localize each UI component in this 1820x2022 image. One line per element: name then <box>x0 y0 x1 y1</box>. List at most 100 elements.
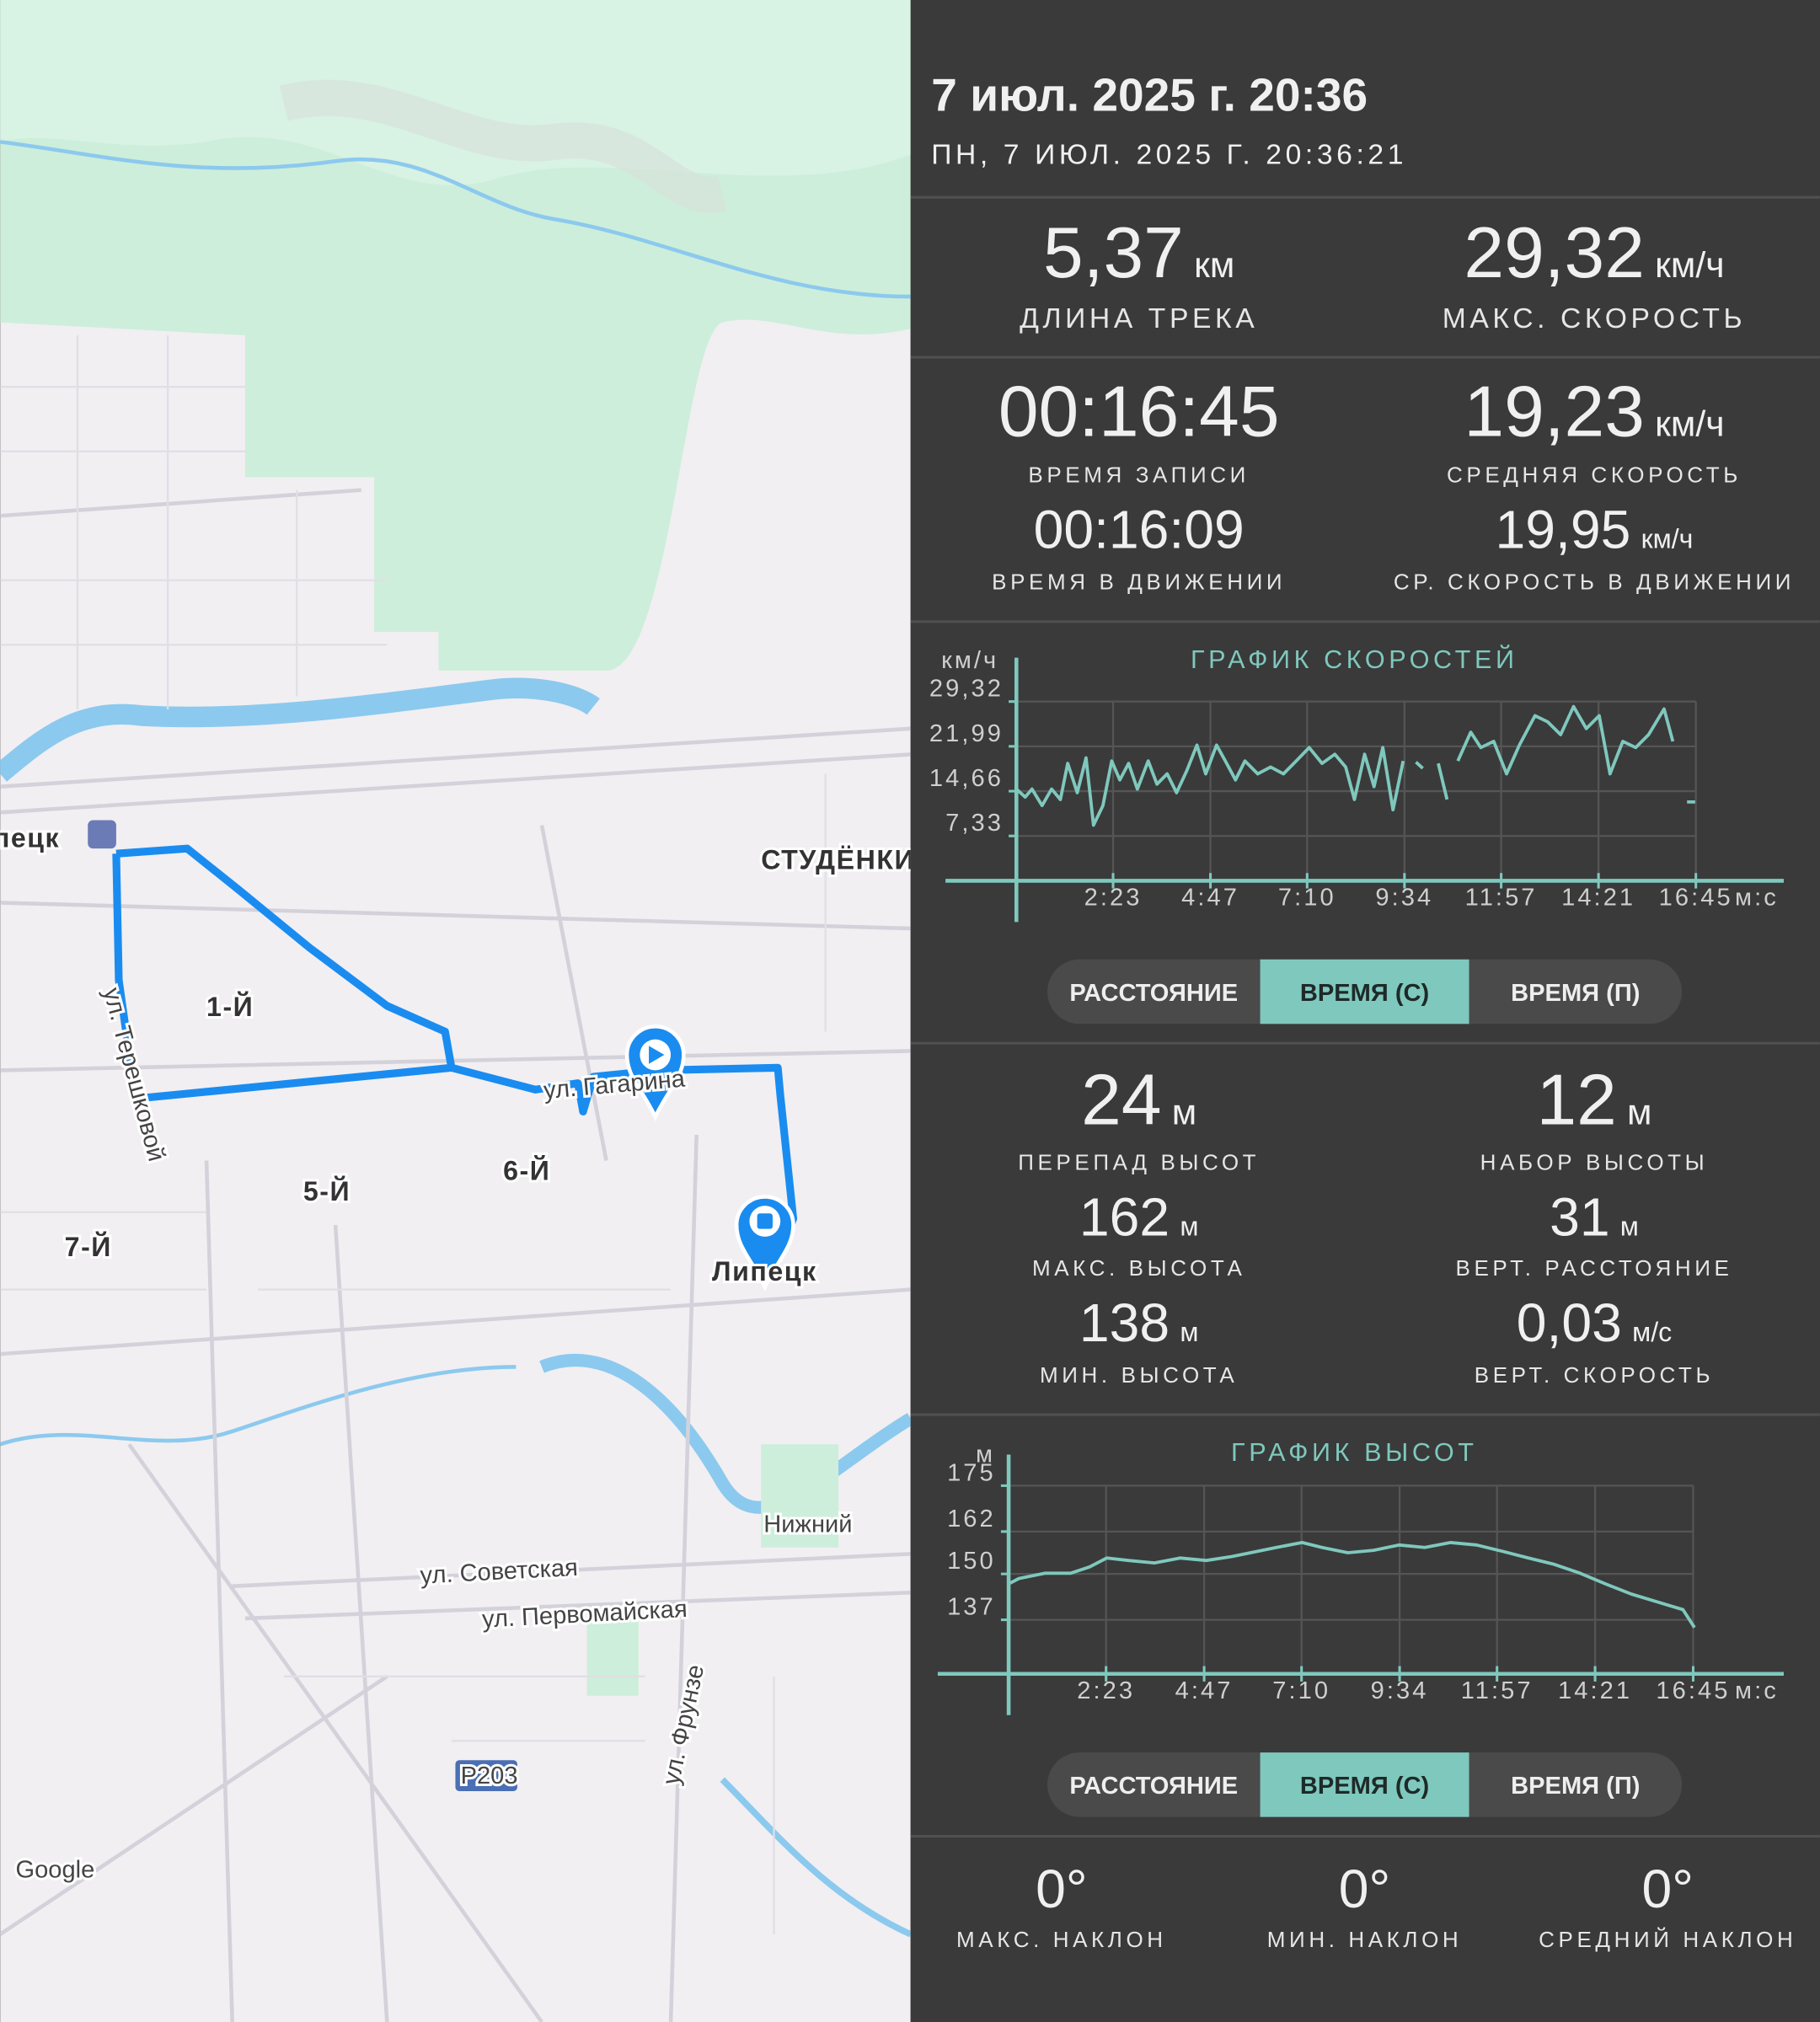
y-tick-label: 29,32 <box>929 676 1004 703</box>
stat-label: ВРЕМЯ ЗАПИСИ <box>1028 462 1250 487</box>
park <box>761 1444 839 1548</box>
station-icon <box>88 820 116 849</box>
stat-value: 0,03 м/с <box>1517 1292 1672 1353</box>
toggle-selected[interactable] <box>1260 1752 1469 1817</box>
y-tick-label: 150 <box>947 1548 996 1575</box>
stat-value: 19,95 км/ч <box>1496 500 1694 560</box>
river <box>720 1777 911 1938</box>
relief <box>279 79 727 213</box>
stat-value: 138 м <box>1079 1292 1199 1353</box>
y-tick-label: 137 <box>947 1594 996 1621</box>
subtitle: ПН, 7 ИЮЛ. 2025 Г. 20:36:21 <box>931 139 1407 170</box>
toggle-option[interactable]: ВРЕМЯ (П) <box>1511 1773 1640 1800</box>
x-tick-label: 7:10 <box>1278 884 1336 911</box>
park <box>586 1618 639 1696</box>
stat-label: НАБОР ВЫСОТЫ <box>1480 1149 1709 1174</box>
x-tick-label: 14:21 <box>1561 884 1635 911</box>
slope-label: МАКС. НАКЛОН <box>956 1927 1167 1952</box>
stat-label: МАКС. ВЫСОТА <box>1032 1255 1245 1281</box>
value: 162 <box>1079 1186 1170 1247</box>
stat-value: 12 м <box>1536 1060 1651 1141</box>
x-tick-label: 11:57 <box>1461 1677 1534 1704</box>
map-label: Нижний <box>763 1511 852 1538</box>
stat-value: 29,32 км/ч <box>1464 212 1724 293</box>
segmented-control: РАССТОЯНИЕ ВРЕМЯ (С) ВРЕМЯ (П) <box>1047 959 1683 1024</box>
stat-value: 24 м <box>1081 1060 1196 1141</box>
toggle-option[interactable]: ВРЕМЯ (С) <box>1300 1773 1429 1800</box>
unit: м <box>1180 1317 1198 1347</box>
minor-streets <box>0 334 827 1934</box>
slope-value: 0° <box>1642 1859 1694 1919</box>
value: 00:16:45 <box>998 371 1280 452</box>
map-label: 1-Й <box>206 992 254 1022</box>
stat-label: ВРЕМЯ В ДВИЖЕНИИ <box>992 569 1286 594</box>
stat-value: 00:16:09 <box>1034 500 1245 560</box>
map-label: 6-Й <box>503 1156 550 1186</box>
y-tick-label: 21,99 <box>929 720 1004 747</box>
y-tick-label: 162 <box>947 1506 996 1533</box>
x-tick-label: 4:47 <box>1181 884 1239 911</box>
road-shield <box>455 1760 517 1792</box>
value: 31 <box>1550 1186 1609 1247</box>
start-marker[interactable] <box>624 1024 686 1121</box>
toggle-option[interactable]: ВРЕМЯ (С) <box>1300 980 1429 1007</box>
data-line <box>1008 1541 1696 1629</box>
stat-value: 00:16:45 <box>998 371 1280 452</box>
map[interactable]: ЛипецкСТУДЁНКИ1-Й5-Й6-Й7-Йул. Терешковой… <box>0 0 915 2022</box>
unit: м/с <box>1632 1317 1672 1347</box>
x-tick-label: 9:34 <box>1371 1677 1429 1704</box>
unit: м <box>1172 1093 1196 1133</box>
x-tick-label: 9:34 <box>1375 884 1433 911</box>
toggle-option[interactable]: РАССТОЯНИЕ <box>1069 1773 1238 1800</box>
stat-value: 19,23 км/ч <box>1464 371 1724 452</box>
stat-value: 31 м <box>1550 1186 1639 1247</box>
value: 19,95 <box>1496 500 1631 560</box>
stat-label: СР. СКОРОСТЬ В ДВИЖЕНИИ <box>1394 569 1795 594</box>
slope-label: МИН. НАКЛОН <box>1267 1927 1463 1952</box>
segmented-control: РАССТОЯНИЕ ВРЕМЯ (С) ВРЕМЯ (П) <box>1047 1752 1683 1817</box>
unit: км/ч <box>1655 404 1724 444</box>
value: 24 <box>1081 1060 1161 1141</box>
stat-label: ПЕРЕПАД ВЫСОТ <box>1018 1149 1260 1174</box>
value: 00:16:09 <box>1034 500 1245 560</box>
map-label: Google <box>16 1857 95 1884</box>
river <box>0 140 911 299</box>
end-marker[interactable] <box>734 1195 795 1292</box>
streets <box>0 488 911 2022</box>
y-tick-label: 14,66 <box>929 765 1004 792</box>
x-tick-label: 2:23 <box>1084 884 1143 911</box>
forest <box>0 0 911 185</box>
x-tick-label: 7:10 <box>1272 1677 1330 1704</box>
map-label: 5-Й <box>303 1176 351 1206</box>
x-axis-label: м:с <box>1735 1677 1779 1704</box>
value: 5,37 <box>1043 212 1184 293</box>
x-tick-label: 11:57 <box>1465 884 1538 911</box>
slope-value: 0° <box>1339 1859 1390 1919</box>
value: 138 <box>1079 1292 1170 1353</box>
unit: км <box>1194 245 1234 286</box>
map-label: СТУДЁНКИ <box>761 845 915 875</box>
map-label: P203 <box>461 1763 518 1789</box>
map-label: Липецк <box>712 1256 817 1286</box>
toggle-selected[interactable] <box>1260 959 1469 1024</box>
dividers <box>910 195 1820 1838</box>
unit: км/ч <box>1655 245 1724 286</box>
unit: м <box>1180 1211 1198 1241</box>
y-tick-label: 175 <box>947 1459 996 1486</box>
toggle-option[interactable]: ВРЕМЯ (П) <box>1511 980 1640 1007</box>
map-label: 7-Й <box>65 1232 112 1262</box>
data-line <box>1014 704 1695 827</box>
x-tick-label: 2:23 <box>1077 1677 1135 1704</box>
stat-label: МИН. ВЫСОТА <box>1040 1362 1238 1388</box>
slope-label: СРЕДНИЙ НАКЛОН <box>1539 1927 1796 1952</box>
value: 12 <box>1536 1060 1616 1141</box>
value: 29,32 <box>1464 212 1644 293</box>
stat-label: СРЕДНЯЯ СКОРОСТЬ <box>1447 462 1742 487</box>
chart-title: ГРАФИК ВЫСОТ <box>1231 1438 1478 1467</box>
y-tick-label: 7,33 <box>945 810 1004 837</box>
toggle-option[interactable]: РАССТОЯНИЕ <box>1069 980 1238 1007</box>
value: 0,03 <box>1517 1292 1622 1353</box>
chart-title: ГРАФИК СКОРОСТЕЙ <box>1191 644 1518 674</box>
